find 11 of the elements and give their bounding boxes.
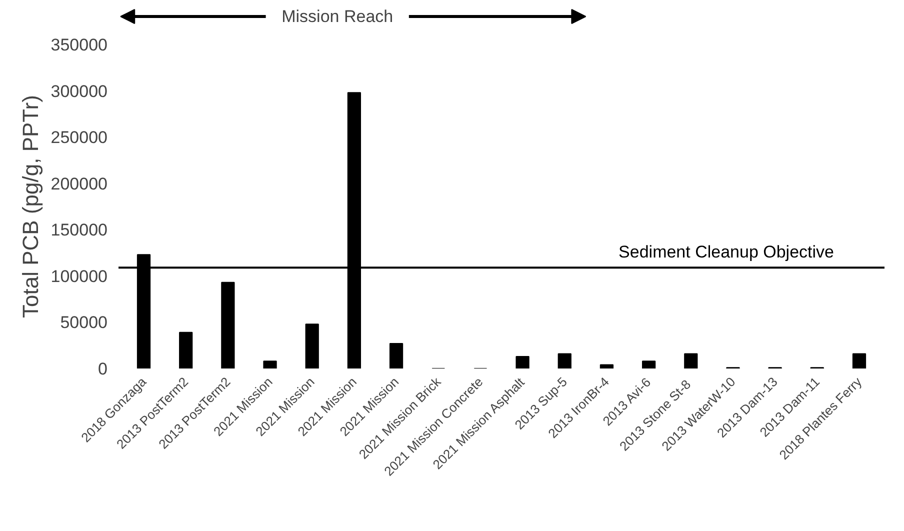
text: Mission Reach [282,7,394,26]
y-tick-label: 50000 [60,313,108,332]
y-tick-label: 250000 [50,128,108,148]
y-tick-label: 100000 [50,266,108,286]
y-tick-label: 0 [98,360,108,378]
y-tick-label: 200000 [50,174,108,194]
y-tick-label: 300000 [50,82,108,101]
y-tick-label: 350000 [50,36,108,54]
ref-line-label: Sediment Cleanup Objective [618,242,834,262]
y-axis-title: Total PCB (pg/g, PPTr) [18,95,43,318]
y-tick-label: 150000 [50,220,108,240]
